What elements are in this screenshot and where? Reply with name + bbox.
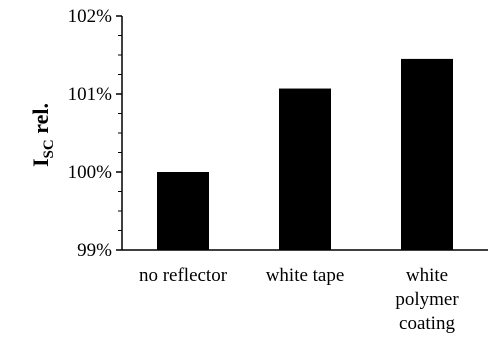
y-tick-label: 99% [77,240,112,261]
y-axis-title: ISC rel. [28,103,57,167]
y-tick-label: 102% [68,6,113,27]
y-axis-title-rest: rel. [28,103,53,139]
y-axis-title-main: I [28,158,53,167]
y-axis-ticks: 99% 100% 101% 102% [68,6,122,261]
category-label: white tape [266,265,345,286]
y-tick-label: 100% [68,162,113,183]
bar [401,58,453,251]
bar [279,88,331,250]
bar [157,172,209,250]
y-tick-label: 101% [68,84,113,105]
y-axis-title-sub: SC [41,139,57,158]
x-axis-category-labels: no reflector white tape white polymer coatin… [139,265,459,334]
category-label: white polymer coating [395,265,459,334]
category-label: no reflector [139,265,228,286]
bars-group [157,58,453,251]
